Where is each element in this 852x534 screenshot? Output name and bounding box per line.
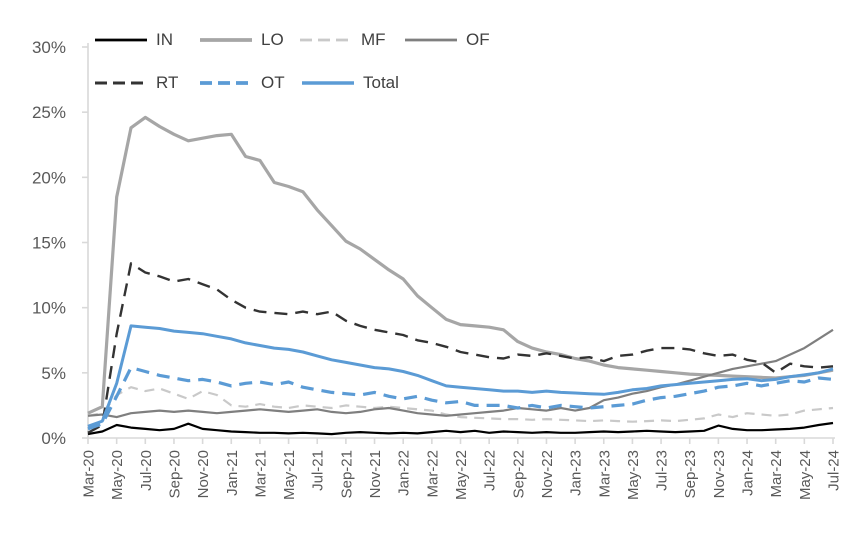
x-axis-tick-label: Jul-21 <box>310 450 327 491</box>
legend-line-swatch-Total <box>302 81 354 85</box>
series-line-LO <box>87 115 834 415</box>
x-axis-tick-label: May-21 <box>281 450 298 500</box>
legend-row-2: RT OT Total <box>0 72 852 94</box>
x-axis-tick-label: Jan-22 <box>396 450 413 496</box>
x-axis-tick-label: Sep-23 <box>682 450 699 498</box>
legend-label-MF: MF <box>361 30 386 49</box>
legend-line-swatch-RT <box>95 81 147 85</box>
x-axis-tick-label: May-23 <box>625 450 642 500</box>
x-axis-tick-label: May-24 <box>797 450 814 500</box>
legend-line-swatch-OF <box>405 38 457 42</box>
legend-label-OT: OT <box>261 73 285 92</box>
y-axis-tick-label: 30% <box>32 38 66 57</box>
legend-label-IN: IN <box>156 30 173 49</box>
series-line-RT <box>87 262 834 434</box>
series-line-OF <box>87 328 834 419</box>
y-axis-tick-label: 0% <box>41 429 66 448</box>
y-axis-tick-label: 5% <box>41 364 66 383</box>
legend-label-Total: Total <box>363 73 399 92</box>
x-axis-tick-label: Sep-21 <box>338 450 355 498</box>
legend-item-Total: Total <box>302 72 399 94</box>
x-axis-tick-label: Jul-23 <box>654 450 671 491</box>
y-axis-tick-label: 25% <box>32 103 66 122</box>
legend-item-IN: IN <box>95 29 173 51</box>
x-axis-tick-label: Nov-23 <box>711 450 728 498</box>
x-axis-tick-label: Jan-24 <box>740 450 757 496</box>
x-axis-tick-label: Jan-21 <box>224 450 241 496</box>
x-axis-tick-label: Mar-23 <box>596 450 613 498</box>
legend-item-OT: OT <box>200 72 285 94</box>
x-axis-tick-label: Mar-24 <box>768 450 785 498</box>
legend-item-RT: RT <box>95 72 178 94</box>
y-axis-tick-label: 20% <box>32 168 66 187</box>
legend-row-1: IN LO MF OF <box>0 29 852 51</box>
y-axis-tick-label: 10% <box>32 299 66 318</box>
x-axis-tick-label: Jan-23 <box>568 450 585 496</box>
x-axis-tick-label: Sep-22 <box>510 450 527 498</box>
legend-line-swatch-IN <box>95 38 147 42</box>
series-line-Total <box>87 324 834 428</box>
x-axis-tick-label: May-22 <box>453 450 470 500</box>
x-axis-tick-label: Jul-24 <box>826 450 843 491</box>
x-axis-tick-label: Mar-21 <box>252 450 269 498</box>
legend-label-OF: OF <box>466 30 490 49</box>
x-axis-tick-label: Nov-20 <box>195 450 212 498</box>
legend-label-RT: RT <box>156 73 179 92</box>
x-axis-tick-label: Jul-20 <box>138 450 155 491</box>
series-line-MF <box>87 386 834 423</box>
x-axis-tick-label: Jul-22 <box>482 450 499 491</box>
legend-line-swatch-OT <box>200 81 252 85</box>
series-line-IN <box>87 421 834 436</box>
x-axis-tick-label: May-20 <box>109 450 126 500</box>
y-axis-tick-label: 15% <box>32 234 66 253</box>
x-axis-tick-label: Sep-20 <box>166 450 183 498</box>
legend-item-OF: OF <box>405 29 490 51</box>
legend-item-LO: LO <box>200 29 284 51</box>
x-axis-tick-label: Mar-20 <box>81 450 98 498</box>
legend-label-LO: LO <box>261 30 284 49</box>
x-axis-tick-label: Nov-22 <box>539 450 556 498</box>
legend-line-swatch-MF <box>300 38 352 42</box>
x-axis-tick-label: Nov-21 <box>367 450 384 498</box>
x-axis-tick-label: Mar-22 <box>424 450 441 498</box>
legend-item-MF: MF <box>300 29 386 51</box>
legend-line-swatch-LO <box>200 38 252 42</box>
